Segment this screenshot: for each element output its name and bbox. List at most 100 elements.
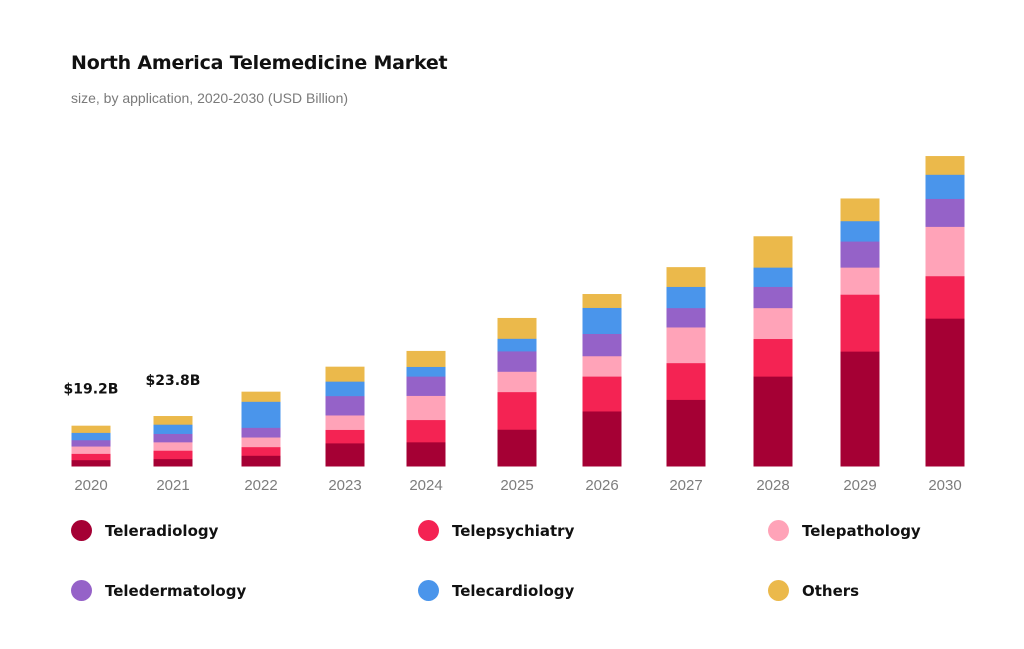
legend-item-teleradiology[interactable]: Teleradiology: [71, 520, 218, 541]
stacked-bar-chart: 2020 2021 2022 2023 2024 2025 2026 2027 2028 2029…: [64, 156, 965, 494]
bar-segment-telepsychiatry-2022: [241, 446, 281, 456]
bar-segment-telepsychiatry-2020: [71, 453, 111, 461]
data-label-2021: $23.8B: [146, 373, 201, 389]
bar-segment-teledermatology-2029: [840, 241, 880, 268]
x-tick-label: 2020: [74, 477, 107, 494]
bar-segment-teleradiology-2020: [71, 459, 111, 467]
bar-segment-teleradiology-2023: [325, 442, 365, 467]
bar-segment-others-2020: [71, 425, 111, 433]
bar-segment-telepathology-2029: [840, 267, 880, 295]
bar-segment-telepsychiatry-2027: [666, 362, 706, 400]
bar-segment-telepsychiatry-2024: [406, 419, 446, 443]
legend-label: Teleradiology: [105, 521, 219, 540]
chart-subtitle: size, by application, 2020-2030 (USD Bil…: [71, 90, 349, 106]
legend-label: Telepsychiatry: [452, 521, 575, 540]
bar-segment-teleradiology-2027: [666, 399, 706, 467]
bar-segment-teledermatology-2021: [153, 433, 193, 443]
bar-segment-others-2024: [406, 350, 446, 367]
x-tick-label: 2025: [500, 477, 533, 494]
x-tick-label: 2027: [669, 477, 702, 494]
bar-segment-telecardiology-2021: [153, 424, 193, 434]
bar-segment-telecardiology-2025: [497, 338, 537, 352]
bar-segment-others-2025: [497, 317, 537, 339]
bar-segment-others-2029: [840, 198, 880, 222]
bar-segment-teledermatology-2027: [666, 307, 706, 328]
bar-segment-telepathology-2024: [406, 395, 446, 421]
bar-segment-teleradiology-2030: [925, 318, 965, 467]
chart-title: North America Telemedicine Market: [71, 52, 448, 74]
bar-segment-teleradiology-2024: [406, 441, 446, 467]
legend-item-teledermatology[interactable]: Teledermatology: [71, 580, 246, 601]
bar-segment-others-2022: [241, 391, 281, 402]
x-axis-ticks: 2020 2021 2022 2023 2024 2025 2026 2027 2028 2029…: [74, 477, 961, 494]
bar-segment-telepsychiatry-2029: [840, 294, 880, 352]
bar-segment-teleradiology-2029: [840, 351, 880, 467]
bar-segment-teledermatology-2020: [71, 439, 111, 447]
bar-segment-teleradiology-2025: [497, 429, 537, 467]
x-tick-label: 2023: [328, 477, 361, 494]
x-tick-label: 2022: [244, 477, 277, 494]
bar-segment-teleradiology-2021: [153, 458, 193, 467]
legend-swatch-icon: [71, 520, 92, 541]
bar-segment-telepathology-2021: [153, 441, 193, 451]
bar-segment-telepathology-2030: [925, 226, 965, 277]
bar-segment-telepathology-2020: [71, 446, 111, 454]
bar-segment-teledermatology-2023: [325, 395, 365, 416]
bar-segment-telepathology-2028: [753, 307, 793, 340]
bar-segment-others-2021: [153, 416, 193, 425]
bar-segment-teledermatology-2025: [497, 350, 537, 372]
bar-segment-teledermatology-2028: [753, 286, 793, 309]
bar-segment-teledermatology-2026: [582, 333, 622, 357]
legend-swatch-icon: [418, 580, 439, 601]
bar-segment-others-2027: [666, 267, 706, 287]
bar-segment-telecardiology-2022: [241, 401, 281, 428]
legend-item-telecardiology[interactable]: Telecardiology: [418, 580, 574, 601]
bar-segment-telepathology-2026: [582, 355, 622, 377]
legend-swatch-icon: [768, 580, 789, 601]
bar-segment-telepathology-2022: [241, 437, 281, 448]
legend-swatch-icon: [71, 580, 92, 601]
bar-segment-teleradiology-2028: [753, 376, 793, 467]
legend-item-others[interactable]: Others: [768, 580, 859, 601]
x-tick-label: 2021: [156, 477, 189, 494]
bar-segment-telecardiology-2023: [325, 381, 365, 397]
bar-segment-teleradiology-2026: [582, 410, 622, 467]
bar-segment-telepathology-2027: [666, 326, 706, 364]
data-labels: $19.2B $23.8B: [64, 373, 201, 398]
data-label-2020: $19.2B: [64, 382, 119, 398]
x-tick-label: 2028: [756, 477, 789, 494]
bar-segment-telepsychiatry-2030: [925, 275, 965, 319]
x-tick-label: 2030: [928, 477, 961, 494]
bar-segment-telecardiology-2020: [71, 432, 111, 441]
bar-segment-telecardiology-2024: [406, 366, 446, 377]
legend-item-telepsychiatry[interactable]: Telepsychiatry: [418, 520, 574, 541]
bar-segment-telepathology-2023: [325, 414, 365, 430]
legend-label: Telecardiology: [452, 581, 575, 600]
x-tick-label: 2024: [409, 477, 442, 494]
bar-segment-telepathology-2025: [497, 371, 537, 393]
legend-label: Telepathology: [802, 521, 921, 540]
bar-segment-telecardiology-2030: [925, 174, 965, 199]
bar-segment-telecardiology-2026: [582, 307, 622, 334]
bar-segment-telepsychiatry-2025: [497, 391, 537, 430]
legend-swatch-icon: [768, 520, 789, 541]
bar-segment-teledermatology-2022: [241, 427, 281, 438]
bar-segment-telepsychiatry-2026: [582, 376, 622, 412]
bar-segment-telecardiology-2027: [666, 286, 706, 309]
bar-segment-telepsychiatry-2028: [753, 338, 793, 377]
bar-segment-telecardiology-2028: [753, 267, 793, 287]
bar-segment-others-2028: [753, 236, 793, 268]
bar-segment-others-2026: [582, 294, 622, 308]
bar-segment-telecardiology-2029: [840, 220, 880, 242]
bar-segment-teledermatology-2024: [406, 376, 446, 396]
bar-segment-others-2030: [925, 156, 965, 175]
bar-segment-telepsychiatry-2023: [325, 429, 365, 444]
legend-swatch-icon: [418, 520, 439, 541]
x-tick-label: 2026: [585, 477, 618, 494]
legend-label: Teledermatology: [105, 581, 247, 600]
legend-item-telepathology[interactable]: Telepathology: [768, 520, 921, 541]
bar-segment-telepsychiatry-2021: [153, 450, 193, 460]
bar-segment-others-2023: [325, 366, 365, 382]
bar-segment-teledermatology-2030: [925, 198, 965, 227]
bars-group: [71, 156, 965, 467]
